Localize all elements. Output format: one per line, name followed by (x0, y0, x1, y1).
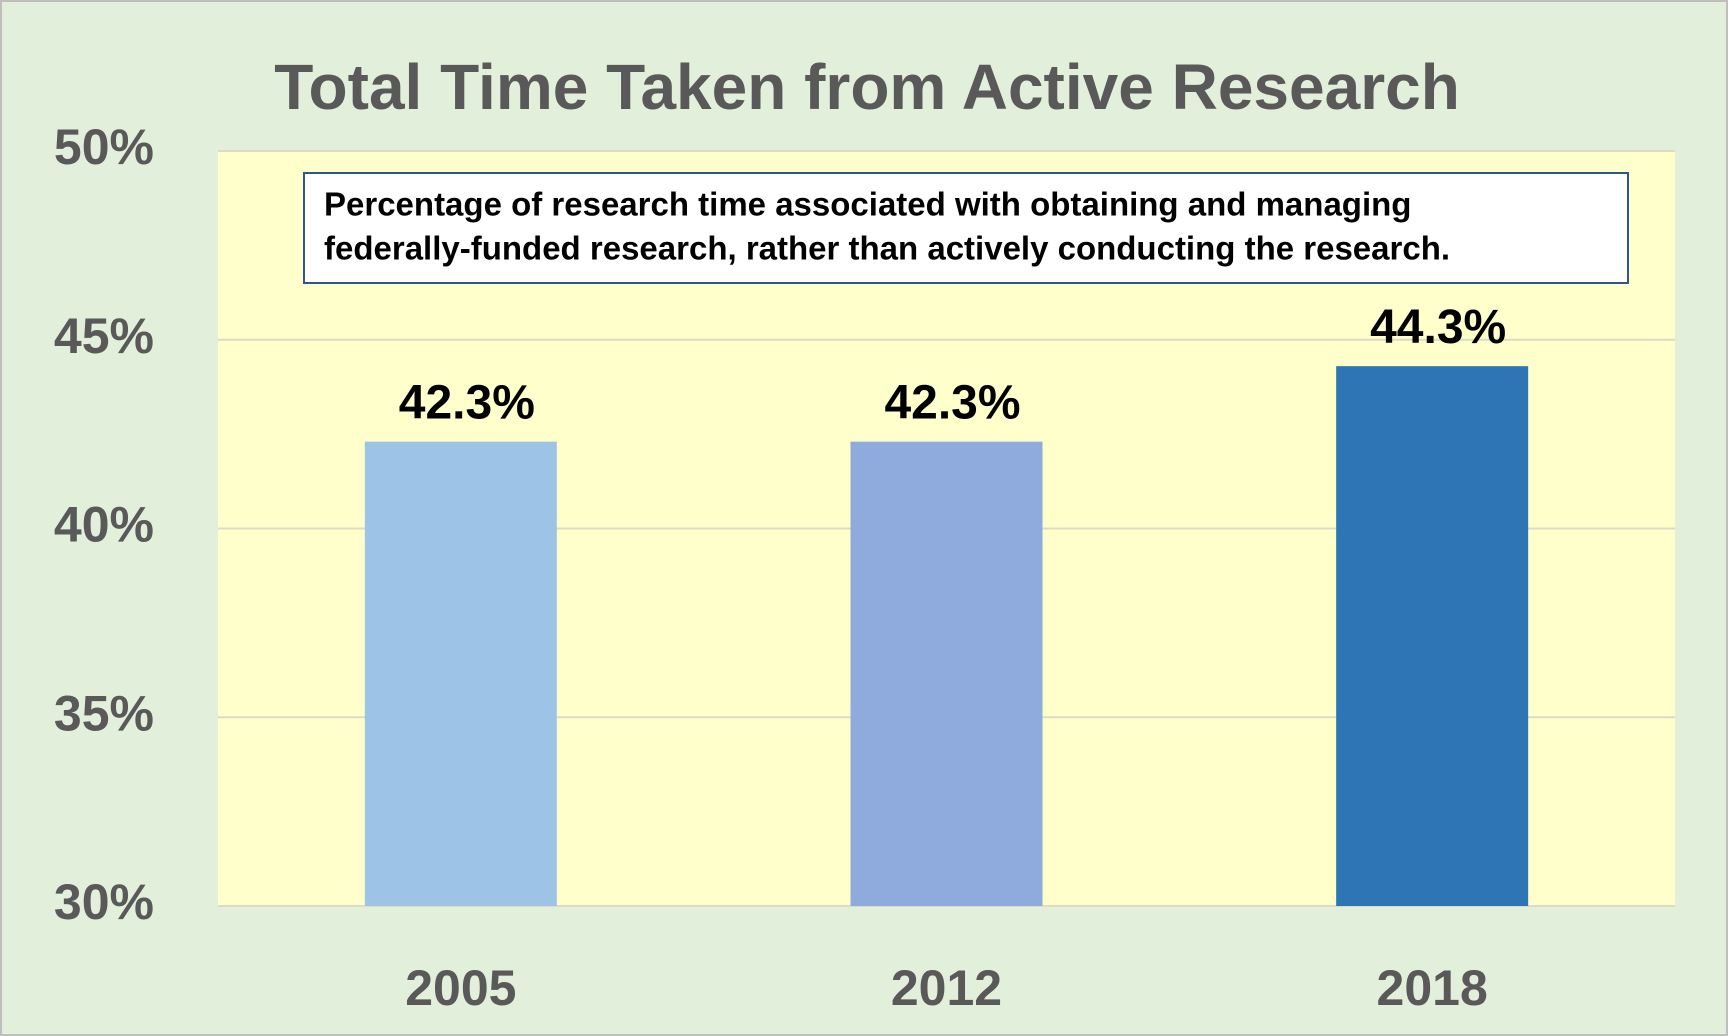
bar (850, 441, 1043, 906)
value-label: 42.3% (884, 376, 1020, 429)
y-tick-label: 45% (54, 308, 154, 364)
y-tick-label: 35% (54, 685, 154, 741)
value-label: 44.3% (1370, 301, 1506, 354)
annotation-line: Percentage of research time associated w… (324, 186, 1411, 223)
chart-title: Total Time Taken from Active Research (274, 51, 1460, 123)
x-tick-label: 2018 (1377, 960, 1488, 1016)
annotation-line: federally-funded research, rather than a… (324, 230, 1450, 267)
y-tick-label: 30% (54, 874, 154, 930)
value-label: 42.3% (399, 376, 535, 429)
y-tick-label: 50% (54, 119, 154, 175)
annotation-box (303, 172, 1629, 284)
bars (364, 366, 1529, 906)
x-tick-label: 2012 (891, 960, 1002, 1016)
bar (364, 441, 557, 906)
y-tick-label: 40% (54, 497, 154, 553)
x-tick-label: 2005 (405, 960, 516, 1016)
bar (1336, 366, 1529, 906)
